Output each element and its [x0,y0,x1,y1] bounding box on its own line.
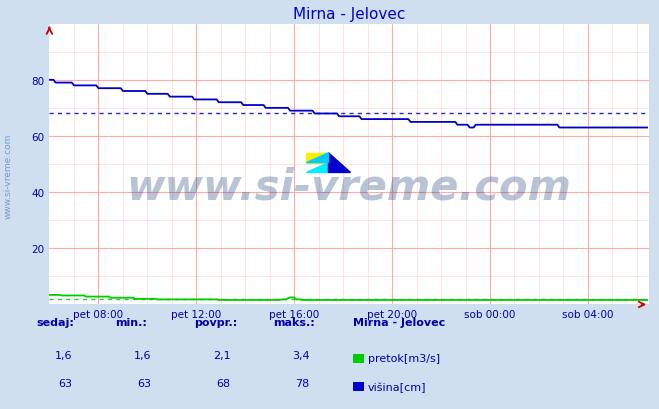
Polygon shape [306,153,328,163]
Text: 63: 63 [138,378,152,389]
Text: 1,6: 1,6 [55,350,72,360]
Text: maks.:: maks.: [273,317,315,327]
Text: 2,1: 2,1 [213,350,231,360]
Text: www.si-vreme.com: www.si-vreme.com [3,133,13,218]
Text: 68: 68 [217,378,231,389]
Text: www.si-vreme.com: www.si-vreme.com [127,166,572,208]
Title: Mirna - Jelovec: Mirna - Jelovec [293,7,405,22]
Text: 1,6: 1,6 [134,350,152,360]
Text: višina[cm]: višina[cm] [368,381,426,392]
Polygon shape [306,163,328,173]
Text: 3,4: 3,4 [292,350,310,360]
Text: sedaj:: sedaj: [36,317,74,327]
Text: povpr.:: povpr.: [194,317,238,327]
Text: 63: 63 [59,378,72,389]
Text: min.:: min.: [115,317,147,327]
Polygon shape [328,153,351,173]
Text: pretok[m3/s]: pretok[m3/s] [368,353,440,363]
Bar [306,153,328,163]
Text: 78: 78 [295,378,310,389]
Text: Mirna - Jelovec: Mirna - Jelovec [353,317,445,327]
